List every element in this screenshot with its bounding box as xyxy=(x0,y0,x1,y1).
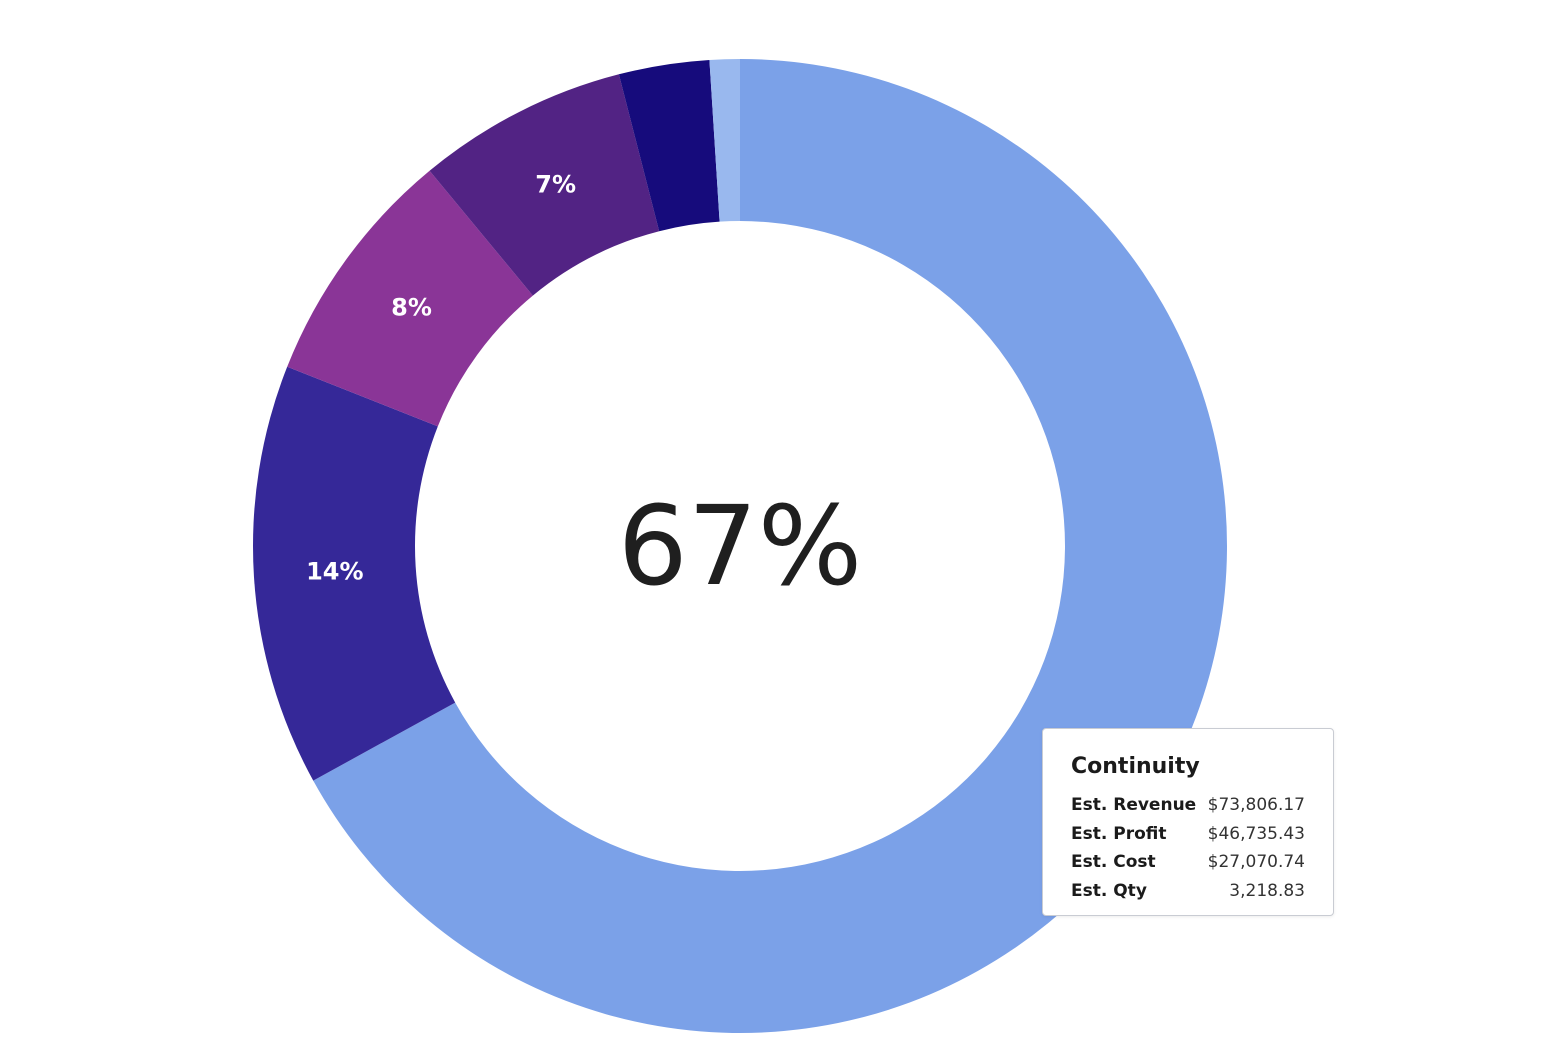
donut-slice[interactable] xyxy=(618,59,720,232)
center-value: 67% xyxy=(618,482,863,610)
tooltip-value: $46,735.43 xyxy=(1207,823,1305,844)
tooltip-title: Continuity xyxy=(1071,754,1200,779)
tooltip-value: $73,806.17 xyxy=(1207,795,1305,816)
donut-slice[interactable] xyxy=(287,170,533,427)
donut-slice[interactable] xyxy=(709,59,740,222)
tooltip-row: Est. Profit $46,735.43 xyxy=(1071,820,1305,849)
tooltip-value: $27,070.74 xyxy=(1207,852,1305,873)
tooltip-key: Est. Profit xyxy=(1071,823,1167,844)
tooltip-key: Est. Qty xyxy=(1071,880,1147,901)
slice-data-label: 14% xyxy=(306,557,363,585)
donut-slice[interactable] xyxy=(313,59,1227,1033)
donut-slices xyxy=(253,59,1227,1033)
donut-slice[interactable] xyxy=(429,74,660,296)
tooltip-key: Est. Revenue xyxy=(1071,795,1197,816)
tooltip: Continuity Est. Revenue $73,806.17 Est. … xyxy=(1042,728,1334,916)
tooltip-row: Est. Cost $27,070.74 xyxy=(1071,848,1305,877)
tooltip-row: Est. Qty 3,218.83 xyxy=(1071,877,1305,906)
slice-data-label: 7% xyxy=(535,170,576,198)
donut-slice-labels: 14% 8% 7% xyxy=(306,170,576,585)
slice-data-label: 8% xyxy=(391,293,432,321)
tooltip-value: 3,218.83 xyxy=(1229,880,1305,901)
tooltip-key: Est. Cost xyxy=(1071,852,1156,873)
donut-slice[interactable] xyxy=(253,366,456,781)
tooltip-row: Est. Revenue $73,806.17 xyxy=(1071,791,1305,820)
